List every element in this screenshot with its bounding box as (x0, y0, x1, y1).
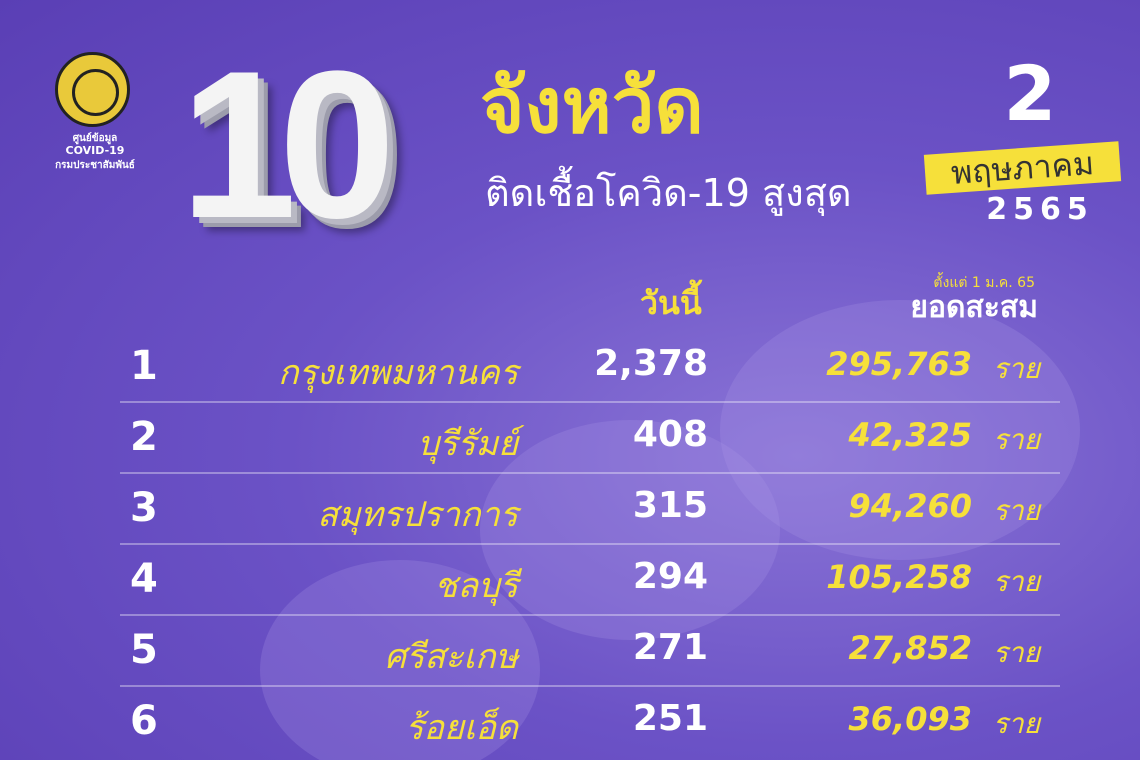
government-seal-logo (55, 52, 130, 127)
rank: 5 (130, 627, 158, 673)
row-divider (120, 685, 1060, 687)
total-cases: 42,325 (848, 416, 972, 454)
rank: 1 (130, 343, 158, 389)
date-year: 2565 (986, 192, 1094, 227)
total-cases: 36,093 (848, 700, 972, 738)
title-main: จังหวัด (480, 61, 704, 150)
province-name: สมุทรปราการ (317, 495, 518, 535)
rank: 4 (130, 556, 158, 602)
header-since: ตั้งแต่ 1 ม.ค. 65 (933, 275, 1035, 291)
rank: 2 (130, 414, 158, 460)
today-cases: 315 (632, 485, 708, 526)
rank: 3 (130, 485, 158, 531)
province-name: ร้อยเอ็ด (405, 708, 518, 748)
table-row: 4 ชลบุรี 294 105,258 ราย (120, 546, 1060, 616)
virus-decoration (480, 420, 780, 640)
today-cases: 408 (632, 414, 708, 455)
rank: 6 (130, 698, 158, 744)
province-name: ชลบุรี (434, 566, 518, 606)
row-divider (120, 472, 1060, 474)
province-name: กรุงเทพมหานคร (277, 353, 518, 393)
unit: ราย (992, 707, 1040, 740)
today-cases: 2,378 (594, 343, 708, 384)
total-cases: 94,260 (848, 487, 972, 525)
total-cases: 105,258 (826, 558, 972, 596)
header-total: ยอดสะสม (910, 290, 1038, 325)
logo-text: ศูนย์ข้อมูล (72, 133, 118, 144)
header-today: วันนี้ (640, 284, 702, 322)
unit: ราย (992, 352, 1040, 385)
table-row: 2 บุรีรัมย์ 408 42,325 ราย (120, 404, 1060, 474)
today-cases: 294 (632, 556, 708, 597)
row-divider (120, 401, 1060, 403)
today-cases: 251 (632, 698, 708, 739)
logo-text: COVID-19 (65, 144, 125, 157)
table-row: 5 ศรีสะเกษ 271 27,852 ราย (120, 617, 1060, 687)
title-number: 10 (180, 27, 396, 262)
virus-decoration (260, 560, 540, 760)
table-row: 3 สมุทรปราการ 315 94,260 ราย (120, 475, 1060, 545)
table-row: 6 ร้อยเอ็ด 251 36,093 ราย (120, 688, 1060, 758)
unit: ราย (992, 423, 1040, 456)
unit: ราย (992, 565, 1040, 598)
unit: ราย (992, 494, 1040, 527)
province-name: บุรีรัมย์ (417, 424, 518, 464)
title-sub: ติดเชื้อโควิด-19 สูงสุด (485, 171, 852, 215)
total-cases: 27,852 (848, 629, 972, 667)
unit: ราย (992, 636, 1040, 669)
row-divider (120, 543, 1060, 545)
row-divider (120, 614, 1060, 616)
logo-text: กรมประชาสัมพันธ์ (55, 160, 135, 171)
date-day: 2 (1003, 49, 1057, 138)
province-name: ศรีสะเกษ (384, 637, 518, 677)
total-cases: 295,763 (826, 345, 972, 383)
today-cases: 271 (632, 627, 708, 668)
table-row: 1 กรุงเทพมหานคร 2,378 295,763 ราย (120, 333, 1060, 403)
virus-decoration (720, 300, 1080, 560)
date-month: พฤษภาคม (923, 141, 1122, 195)
